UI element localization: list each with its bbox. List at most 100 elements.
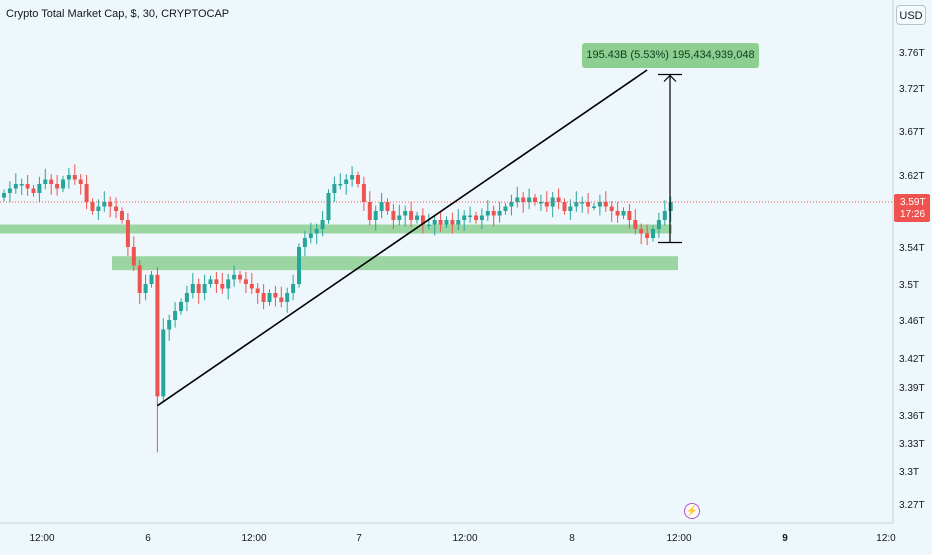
trendline[interactable] xyxy=(156,69,648,407)
candle-body xyxy=(527,197,532,202)
candle-body xyxy=(479,215,484,220)
candle-body xyxy=(580,202,585,204)
price-badge xyxy=(894,194,930,222)
lightning-icon[interactable]: ⚡ xyxy=(684,503,700,519)
candle-body xyxy=(202,284,207,293)
range-arrow xyxy=(663,74,677,82)
candle-body xyxy=(261,293,266,302)
candle-body xyxy=(350,175,355,180)
candle-body xyxy=(533,197,537,202)
candle-body xyxy=(332,184,337,193)
candle-body xyxy=(568,206,573,211)
candle-body xyxy=(84,184,89,202)
candle-body xyxy=(373,211,378,220)
candle-body xyxy=(574,202,579,207)
chart-title: Crypto Total Market Cap, $, 30, CRYPTOCA… xyxy=(6,8,230,20)
candle-body xyxy=(155,274,160,397)
support-zones xyxy=(0,224,678,271)
candle-body xyxy=(444,220,449,225)
candle-body xyxy=(603,202,608,207)
drawings[interactable] xyxy=(156,69,682,407)
candle-body xyxy=(314,229,319,234)
candle-body xyxy=(302,238,307,247)
candle-body xyxy=(243,279,248,284)
candle-body xyxy=(668,202,673,211)
candle-body xyxy=(662,211,667,220)
candle-body xyxy=(220,284,225,289)
y-tick-label: 3.36T xyxy=(899,411,925,422)
candle-body xyxy=(78,179,83,184)
candle-body xyxy=(13,184,18,189)
candle-body xyxy=(361,184,366,202)
candle-body xyxy=(426,224,431,226)
candle-body xyxy=(255,288,260,293)
candle-body xyxy=(90,202,95,211)
candle-body xyxy=(267,293,272,302)
candle-body xyxy=(515,197,520,202)
candle-body xyxy=(184,293,189,302)
x-tick-label: 12:00 xyxy=(29,533,54,544)
time-axis[interactable]: 12:00 6 12:00 7 12:00 8 12:00 9 12:0 xyxy=(0,522,896,544)
candle-body xyxy=(403,211,408,216)
x-tick-label: 12:00 xyxy=(241,533,266,544)
candle-body xyxy=(61,179,65,189)
candle-body xyxy=(320,220,325,229)
zone-band[interactable] xyxy=(112,256,678,271)
candle-body xyxy=(521,197,526,202)
y-tick-label: 3.33T xyxy=(899,439,925,450)
x-tick-label: 12:0 xyxy=(876,533,896,544)
candles xyxy=(2,164,673,453)
candle-body xyxy=(208,279,213,284)
currency-button[interactable]: USD xyxy=(896,5,926,25)
candle-body xyxy=(338,184,343,186)
candle-body xyxy=(7,188,12,193)
candle-body xyxy=(562,202,567,211)
candle-body xyxy=(308,233,313,238)
price-badge-countdown: 17:26 xyxy=(900,209,925,220)
candle-body xyxy=(462,215,467,220)
candle-body xyxy=(149,274,154,284)
candle-body xyxy=(43,179,48,184)
zone-band[interactable] xyxy=(0,224,672,234)
candle-body xyxy=(656,220,661,229)
candle-body xyxy=(297,247,301,284)
candle-body xyxy=(167,320,172,330)
candle-body xyxy=(597,202,602,207)
candle-body xyxy=(651,229,655,238)
candle-body xyxy=(326,193,331,220)
candle-body xyxy=(468,215,473,217)
candle-body xyxy=(497,211,502,216)
candle-body xyxy=(456,220,461,225)
candle-body xyxy=(544,202,549,207)
candle-body xyxy=(367,202,372,220)
candle-body xyxy=(66,175,71,180)
candle-body xyxy=(25,184,30,189)
candle-body xyxy=(226,279,231,289)
candle-body xyxy=(621,211,626,216)
candle-body xyxy=(397,215,402,220)
y-tick-label: 3.46T xyxy=(899,316,925,327)
candle-body xyxy=(232,274,237,280)
candle-body xyxy=(161,329,166,397)
x-tick-label: 8 xyxy=(569,533,575,544)
candle-body xyxy=(379,202,384,211)
measure-label: 195.43B (5.53%) 195,434,939,048 xyxy=(582,43,759,68)
x-tick-label: 6 xyxy=(145,533,151,544)
candle-body xyxy=(415,215,419,220)
candle-body xyxy=(120,211,124,220)
candle-body xyxy=(190,284,195,293)
candle-body xyxy=(344,179,349,184)
x-tick-label: 7 xyxy=(356,533,362,544)
candle-body xyxy=(249,284,254,289)
x-tick-label: 9 xyxy=(782,533,788,544)
candle-body xyxy=(102,202,107,207)
candle-body xyxy=(37,184,42,193)
candle-body xyxy=(291,284,296,293)
price-axis[interactable]: 3.76T 3.72T 3.67T 3.62T 3.54T 3.5T 3.46T 3.42T 3… xyxy=(892,0,930,523)
candle-body xyxy=(179,302,183,311)
y-tick-label: 3.5T xyxy=(899,280,919,291)
candle-body xyxy=(503,206,508,211)
x-tick-label: 12:00 xyxy=(666,533,691,544)
